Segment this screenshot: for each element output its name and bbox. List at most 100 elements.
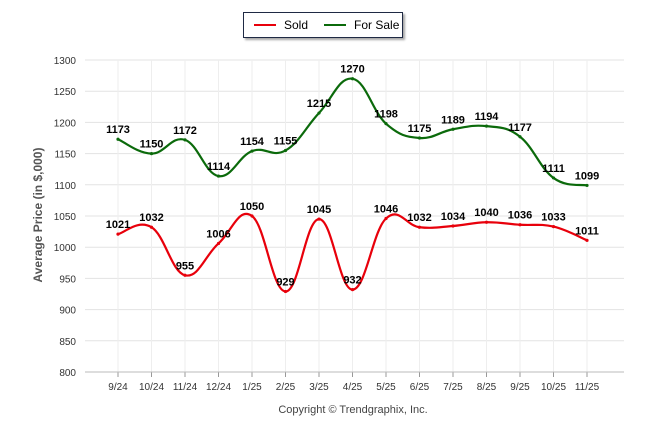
data-label-for-sale: 1099 — [575, 170, 599, 182]
y-tick-label: 1300 — [54, 56, 77, 67]
data-label-for-sale: 1270 — [340, 64, 364, 76]
y-axis-title: Average Price (in $,000) — [31, 148, 45, 283]
y-tick-label: 1100 — [54, 181, 76, 192]
data-label-for-sale: 1189 — [441, 114, 465, 126]
data-point-for-sale — [116, 137, 120, 141]
data-point-sold — [216, 241, 221, 246]
legend-swatch-for-sale — [324, 24, 347, 26]
x-tick-label: 10/24 — [139, 382, 164, 393]
data-label-for-sale: 1194 — [475, 111, 500, 123]
legend: Sold For Sale — [243, 12, 403, 38]
legend-label-sold: Sold — [284, 18, 309, 32]
data-point-sold — [417, 225, 422, 229]
x-tick-label: 9/24 — [108, 382, 128, 393]
x-tick-label: 3/25 — [309, 382, 329, 393]
data-point-for-sale — [451, 127, 455, 131]
data-point-for-sale — [183, 138, 187, 142]
x-tick-label: 4/25 — [343, 382, 363, 393]
y-tick-label: 1150 — [54, 150, 76, 161]
x-tick-label: 1/25 — [242, 382, 262, 393]
legend-item-sold[interactable]: Sold — [254, 18, 308, 32]
data-label-for-sale: 1173 — [106, 124, 130, 136]
data-label-for-sale: 1215 — [307, 98, 331, 110]
data-label-for-sale: 1154 — [240, 136, 265, 148]
y-tick-label: 800 — [59, 368, 76, 379]
data-point-sold — [451, 224, 455, 228]
data-label-for-sale: 1114 — [207, 161, 231, 173]
data-point-sold — [518, 223, 522, 227]
data-point-for-sale — [317, 111, 321, 115]
legend-item-for-sale[interactable]: For Sale — [324, 18, 399, 32]
data-point-sold — [283, 289, 288, 294]
x-tick-label: 6/25 — [410, 382, 430, 393]
x-tick-label: 12/24 — [206, 382, 231, 393]
data-label-sold: 1034 — [441, 211, 466, 223]
data-point-sold — [116, 232, 120, 236]
x-tick-label: 11/24 — [173, 382, 198, 393]
data-point-sold — [384, 216, 388, 221]
data-point-for-sale — [585, 183, 589, 188]
data-label-for-sale: 1172 — [173, 125, 197, 137]
y-tick-label: 1250 — [54, 87, 77, 98]
data-point-sold — [350, 288, 355, 292]
data-label-sold: 1011 — [575, 225, 599, 237]
data-point-for-sale — [384, 122, 388, 126]
data-label-for-sale: 1198 — [374, 109, 398, 121]
data-label-sold: 929 — [276, 277, 294, 289]
y-tick-label: 950 — [59, 274, 76, 285]
data-point-sold — [317, 217, 321, 221]
x-tick-label: 2/25 — [276, 382, 296, 393]
data-point-sold — [149, 225, 154, 229]
data-point-sold — [585, 238, 589, 242]
y-tick-label: 1200 — [54, 118, 77, 129]
series-line-sold — [117, 212, 588, 293]
data-label-for-sale: 1177 — [508, 122, 532, 134]
data-label-sold: 1045 — [307, 204, 331, 216]
data-label-for-sale: 1150 — [140, 139, 164, 151]
data-label-sold: 1036 — [508, 210, 532, 222]
data-point-sold — [183, 273, 187, 277]
data-label-for-sale: 1175 — [408, 123, 432, 135]
data-point-sold — [250, 214, 254, 218]
data-point-for-sale — [551, 176, 556, 180]
data-point-for-sale — [518, 135, 522, 139]
data-point-for-sale — [350, 77, 355, 81]
legend-label-for-sale: For Sale — [354, 18, 400, 32]
data-point-for-sale — [216, 174, 221, 178]
data-label-sold: 1033 — [541, 212, 565, 224]
data-label-for-sale: 1111 — [542, 163, 565, 175]
legend-swatch-sold — [254, 24, 276, 26]
x-tick-label: 7/25 — [443, 382, 463, 393]
data-label-sold: 1021 — [106, 219, 130, 231]
data-label-sold: 1006 — [206, 228, 230, 240]
x-tick-label: 9/25 — [510, 382, 530, 393]
data-label-sold: 1050 — [240, 201, 264, 213]
data-label-sold: 1032 — [139, 212, 163, 224]
data-label-sold: 955 — [176, 260, 194, 272]
data-point-for-sale — [484, 124, 489, 128]
copyright-footer: Copyright © Trendgraphix, Inc. — [278, 404, 427, 416]
x-tick-label: 11/25 — [575, 382, 600, 393]
data-label-sold: 932 — [343, 275, 361, 287]
x-tick-label: 8/25 — [477, 382, 497, 393]
data-label-sold: 1046 — [374, 203, 398, 215]
data-label-sold: 1032 — [407, 212, 431, 224]
data-point-for-sale — [250, 149, 254, 153]
data-point-sold — [484, 220, 489, 224]
x-tick-label: 10/25 — [541, 382, 566, 393]
data-label-for-sale: 1155 — [274, 135, 298, 147]
data-label-sold: 1040 — [474, 207, 498, 219]
data-labels: 1021 1032 955 1006 1050 929 1045 932 1046 1032 103… — [106, 64, 599, 289]
data-point-for-sale — [283, 148, 288, 153]
y-tick-label: 1050 — [54, 212, 77, 223]
series — [116, 77, 589, 294]
y-tick-label: 1000 — [54, 243, 77, 254]
data-point-for-sale — [417, 136, 422, 140]
y-tick-label: 850 — [59, 337, 76, 348]
data-point-for-sale — [149, 152, 154, 156]
y-tick-label: 900 — [59, 306, 76, 317]
data-point-sold — [551, 225, 556, 229]
x-tick-label: 5/25 — [376, 382, 396, 393]
